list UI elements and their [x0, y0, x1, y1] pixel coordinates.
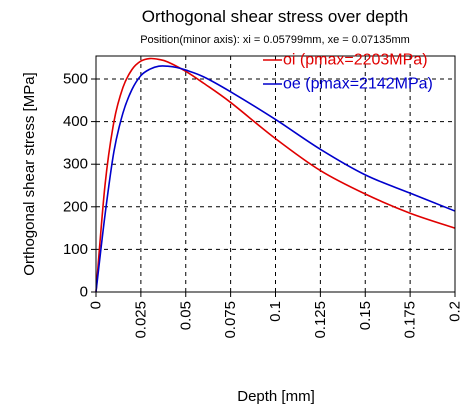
legend-label-0: oi (pmax=2203MPa)	[283, 52, 428, 69]
legend: oi (pmax=2203MPa) oe (pmax=2142MPa)	[263, 52, 433, 93]
y-axis-label: Orthogonal shear stress [MPa]	[21, 72, 38, 275]
series-lines	[95, 57, 456, 293]
y-tick-label: 500	[63, 71, 88, 88]
x-tick-label: 0.075	[222, 301, 239, 339]
x-tick-label: 0.2	[447, 301, 464, 322]
x-tick-label: 0.125	[312, 301, 329, 339]
y-tick-label: 100	[63, 241, 88, 258]
x-tick-label: 0.025	[132, 301, 149, 339]
series-line-1	[95, 65, 456, 293]
x-tick-label: 0.05	[177, 301, 194, 330]
x-tick-label: 0.1	[267, 301, 284, 322]
y-tick-label: 300	[63, 156, 88, 173]
x-tick-label: 0	[88, 301, 105, 309]
x-ticks: 0 0.025 0.05 0.075 0.1 0.125 0.15 0.175 0.2	[88, 292, 464, 339]
chart-title: Orthogonal shear stress over depth	[142, 7, 408, 26]
y-tick-label: 200	[63, 198, 88, 215]
legend-label-1: oe (pmax=2142MPa)	[283, 76, 433, 93]
chart-subtitle: Position(minor axis): xi = 0.05799mm, xe…	[140, 34, 410, 46]
x-tick-label: 0.15	[357, 301, 374, 330]
y-tick-label: 0	[80, 284, 88, 301]
y-tick-label: 400	[63, 113, 88, 130]
x-axis-label: Depth [mm]	[237, 388, 315, 405]
x-tick-label: 0.175	[402, 301, 419, 339]
y-ticks: 0 100 200 300 400 500	[63, 71, 96, 301]
plot-frame	[95, 55, 456, 293]
series-line-0	[95, 57, 456, 293]
